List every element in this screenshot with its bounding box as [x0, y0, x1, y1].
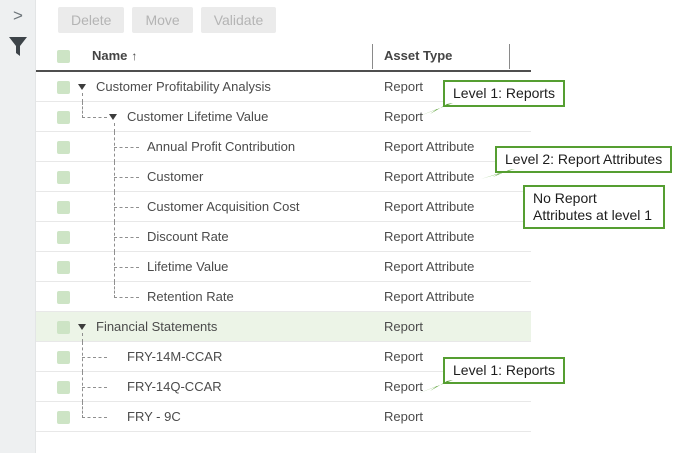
expand-panel-chevron-icon[interactable]: > [13, 6, 23, 25]
asset-type: Report [384, 319, 424, 334]
tree-connector-line [82, 333, 83, 342]
asset-type: Report Attribute [384, 229, 475, 244]
asset-name[interactable]: Customer Profitability Analysis [96, 79, 271, 94]
collapse-triangle-icon[interactable] [78, 324, 86, 330]
tree-connector-line [82, 357, 107, 358]
annotation-text: Level 1: Reports [453, 85, 555, 101]
name-column-label: Name [92, 48, 128, 63]
annotation-text: No Report Attributes at level 1 [533, 190, 653, 223]
row-checkbox[interactable] [57, 201, 70, 214]
row-checkbox[interactable] [57, 321, 70, 334]
tree-connector-line [82, 93, 83, 102]
asset-type: Report [384, 379, 424, 394]
annotation-level1-reports: Level 1: Reports [417, 357, 565, 394]
asset-type: Report Attribute [384, 139, 475, 154]
tree-connector-line [82, 402, 83, 418]
asset-type: Report [384, 349, 424, 364]
table-row[interactable]: Customer Report Attribute [36, 162, 531, 192]
tree-connector-line [82, 117, 107, 118]
column-resize-handle[interactable] [509, 44, 510, 69]
asset-name[interactable]: FRY-14M-CCAR [127, 349, 223, 364]
asset-name[interactable]: Lifetime Value [147, 259, 229, 274]
left-rail: > [0, 0, 36, 453]
row-checkbox[interactable] [57, 351, 70, 364]
asset-name[interactable]: Financial Statements [96, 319, 218, 334]
column-header-asset-type[interactable]: Asset Type [384, 48, 453, 63]
validate-button[interactable]: Validate [200, 7, 277, 33]
tree-connector-line [114, 282, 115, 298]
asset-name[interactable]: Discount Rate [147, 229, 229, 244]
tree-connector-line [114, 207, 139, 208]
annotation-tail [481, 169, 515, 179]
table-row[interactable]: Retention Rate Report Attribute [36, 282, 531, 312]
asset-type: Report [384, 79, 424, 94]
tree-connector-line [114, 177, 139, 178]
asset-type: Report Attribute [384, 289, 475, 304]
table-row[interactable]: Discount Rate Report Attribute [36, 222, 531, 252]
asset-name[interactable]: FRY - 9C [127, 409, 181, 424]
annotation-tail [417, 380, 453, 394]
column-header-name[interactable]: Name ↑ [92, 48, 137, 63]
tree-connector-line [114, 237, 139, 238]
row-checkbox[interactable] [57, 141, 70, 154]
table-row[interactable]: Customer Acquisition Cost Report Attribut… [36, 192, 531, 222]
asset-name[interactable]: Customer Acquisition Cost [147, 199, 300, 214]
table-header: Name ↑ Asset Type [36, 40, 531, 72]
annotation-tail [417, 103, 453, 117]
tree-connector-line [114, 297, 139, 298]
filter-icon[interactable] [8, 36, 28, 60]
column-resize-handle[interactable] [372, 44, 373, 69]
row-checkbox[interactable] [57, 81, 70, 94]
tree-connector-line [82, 102, 83, 118]
toolbar: Delete Move Validate [58, 7, 277, 33]
tree-connector-line [82, 417, 107, 418]
row-checkbox[interactable] [57, 411, 70, 424]
asset-type: Report Attribute [384, 259, 475, 274]
tree-connector-line [114, 123, 115, 132]
asset-type: Report Attribute [384, 169, 475, 184]
delete-button[interactable]: Delete [58, 7, 125, 33]
tree-connector-line [114, 147, 139, 148]
table-body: Customer Profitability Analysis Report Cus… [36, 72, 531, 432]
tree-connector-line [114, 267, 139, 268]
table-row[interactable]: Financial Statements Report [36, 312, 531, 342]
asset-type: Report Attribute [384, 199, 475, 214]
sort-ascending-icon: ↑ [131, 49, 138, 63]
asset-name[interactable]: Annual Profit Contribution [147, 139, 296, 154]
table-row[interactable]: Customer Lifetime Value Report [36, 102, 531, 132]
annotation-text: Level 2: Report Attributes [505, 151, 663, 167]
tree-connector-line [82, 387, 107, 388]
annotation-text: Level 1: Reports [453, 362, 555, 378]
collapse-triangle-icon[interactable] [109, 114, 117, 120]
row-checkbox[interactable] [57, 171, 70, 184]
annotation-level1-reports: Level 1: Reports [417, 80, 565, 117]
table-row[interactable]: FRY - 9C Report [36, 402, 531, 432]
row-checkbox[interactable] [57, 381, 70, 394]
row-checkbox[interactable] [57, 291, 70, 304]
asset-name[interactable]: Customer [147, 169, 204, 184]
asset-name[interactable]: Customer Lifetime Value [127, 109, 269, 124]
asset-type: Report [384, 109, 424, 124]
table-row[interactable]: Lifetime Value Report Attribute [36, 252, 531, 282]
table-row[interactable]: Annual Profit Contribution Report Attribu… [36, 132, 531, 162]
collapse-triangle-icon[interactable] [78, 84, 86, 90]
asset-name[interactable]: FRY-14Q-CCAR [127, 379, 222, 394]
asset-type: Report [384, 409, 424, 424]
asset-name[interactable]: Retention Rate [147, 289, 234, 304]
annotation-level2-report-attributes: Level 2: Report Attributes [481, 146, 673, 179]
annotation-no-report-attributes: No Report Attributes at level 1 [523, 185, 665, 229]
row-checkbox[interactable] [57, 261, 70, 274]
move-button[interactable]: Move [132, 7, 193, 33]
row-checkbox[interactable] [57, 231, 70, 244]
select-all-checkbox[interactable] [57, 50, 70, 63]
row-checkbox[interactable] [57, 111, 70, 124]
asset-table: Name ↑ Asset Type Customer Profitability … [36, 40, 531, 432]
